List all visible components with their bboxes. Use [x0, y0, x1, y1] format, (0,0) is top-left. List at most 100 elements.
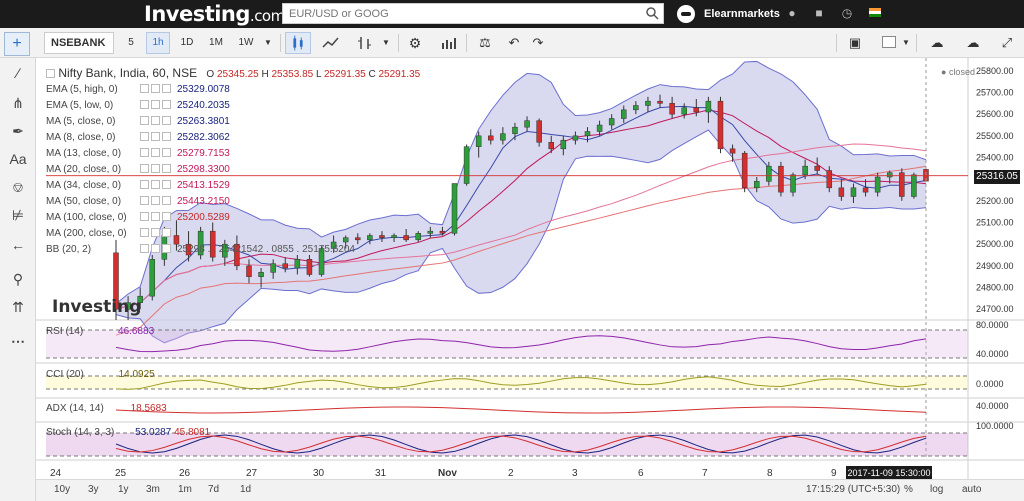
percent-toggle[interactable]: % [904, 484, 913, 495]
pattern-tool-icon[interactable]: ⎊ [12, 179, 24, 195]
interval-1d[interactable]: 1D [180, 37, 194, 48]
remove-icon[interactable] [162, 84, 171, 93]
remove-icon[interactable] [162, 244, 171, 253]
remove-icon[interactable] [162, 100, 171, 109]
remove-icon[interactable] [162, 132, 171, 141]
interval-dropdown-icon[interactable]: ▼ [264, 38, 272, 47]
indicator-legend-row[interactable]: EMA (5, high, 0) 25329.0078 [46, 84, 230, 95]
measure-tool-icon[interactable]: ⊭ [11, 207, 25, 223]
trendline-tool-icon[interactable]: ∕ [16, 65, 20, 81]
camera-icon[interactable]: ▣ [848, 35, 862, 50]
interval-1h[interactable]: 1h [146, 32, 170, 54]
settings-icon[interactable] [151, 116, 160, 125]
remove-icon[interactable] [162, 164, 171, 173]
candles-style-icon[interactable] [285, 32, 311, 54]
indicator-legend-row[interactable]: MA (200, close, 0) [46, 228, 177, 239]
indicator-legend-row[interactable]: MA (8, close, 0) 25282.3062 [46, 132, 230, 143]
symbol-input[interactable]: NSEBANK [44, 32, 114, 54]
visibility-toggle-icon[interactable] [140, 212, 149, 221]
indicator-legend-row[interactable]: EMA (5, low, 0) 25240.2035 [46, 100, 230, 111]
visibility-toggle-icon[interactable] [140, 228, 149, 237]
price-chart-svg[interactable]: 25800.00 25700.00 25600.00 25500.00 25400.00… [36, 58, 1024, 479]
adx-label: ADX (14, 14) 18.5683 [46, 403, 167, 414]
range-1m[interactable]: 1m [178, 484, 192, 495]
text-tool-icon[interactable]: Aa [9, 151, 27, 167]
indicators-icon[interactable] [436, 32, 462, 54]
interval-1w[interactable]: 1W [238, 37, 254, 48]
settings-icon[interactable] [151, 84, 160, 93]
settings-icon[interactable] [151, 164, 160, 173]
settings-icon[interactable] [151, 212, 160, 221]
visibility-toggle-icon[interactable] [140, 132, 149, 141]
swatch-dropdown-icon[interactable]: ▼ [902, 38, 910, 47]
indicator-legend-row[interactable]: MA (50, close, 0) 25443.2150 [46, 196, 230, 207]
avatar[interactable] [677, 5, 695, 23]
compare-scale-icon[interactable]: ⚖ [479, 35, 491, 50]
visibility-toggle-icon[interactable] [140, 244, 149, 253]
fullscreen-icon[interactable]: ⤢ [1001, 35, 1013, 50]
range-7d[interactable]: 7d [208, 484, 220, 495]
indicator-legend-row[interactable]: BB (20, 2) 25298 . . 25421542 . 0855 . 25… [46, 244, 355, 255]
interval-1m[interactable]: 1M [209, 37, 223, 48]
bell-icon[interactable]: ● [788, 6, 796, 20]
color-swatch-icon[interactable] [878, 32, 900, 54]
ruler-icon[interactable]: ⇈ [12, 299, 24, 315]
username-link[interactable]: Elearnmarkets [704, 8, 780, 20]
visibility-toggle-icon[interactable] [140, 196, 149, 205]
back-arrow-icon[interactable]: ← [11, 237, 25, 253]
settings-icon[interactable] [151, 180, 160, 189]
visibility-toggle-icon[interactable] [140, 84, 149, 93]
indicator-legend-row[interactable]: MA (20, close, 0) 25298.3300 [46, 164, 230, 175]
clock-icon[interactable]: ◷ [841, 6, 853, 20]
settings-icon[interactable] [151, 196, 160, 205]
area-style-icon[interactable] [318, 32, 344, 54]
range-3y[interactable]: 3y [88, 484, 99, 495]
visibility-toggle-icon[interactable] [140, 100, 149, 109]
remove-icon[interactable] [162, 212, 171, 221]
zoom-icon[interactable]: ⚲ [12, 271, 24, 287]
investing-logo[interactable]: Investing.com [144, 2, 285, 26]
range-1d[interactable]: 1d [240, 484, 252, 495]
fibonacci-tool-icon[interactable]: ⋔ [12, 95, 24, 111]
settings-icon[interactable] [151, 132, 160, 141]
visibility-toggle-icon[interactable] [140, 116, 149, 125]
cloud-upload-icon[interactable]: ☁ [966, 35, 980, 50]
more-tools-icon[interactable]: ⋯ [11, 333, 25, 349]
search-input[interactable] [283, 4, 633, 23]
settings-icon[interactable] [151, 228, 160, 237]
crosshair-tool-icon[interactable]: + [4, 32, 30, 56]
settings-icon[interactable] [151, 244, 160, 253]
range-10y[interactable]: 10y [54, 484, 71, 495]
indicator-legend-row[interactable]: MA (5, close, 0) 25263.3801 [46, 116, 230, 127]
range-3m[interactable]: 3m [146, 484, 160, 495]
briefcase-icon[interactable]: ■ [815, 6, 823, 20]
remove-icon[interactable] [162, 228, 171, 237]
settings-icon[interactable] [151, 100, 160, 109]
cloud-download-icon[interactable]: ☁ [930, 35, 944, 50]
visibility-toggle-icon[interactable] [140, 180, 149, 189]
remove-icon[interactable] [162, 148, 171, 157]
settings-icon[interactable] [151, 148, 160, 157]
visibility-toggle-icon[interactable] [140, 148, 149, 157]
indicator-legend-row[interactable]: MA (13, close, 0) 25279.7153 [46, 148, 230, 159]
remove-icon[interactable] [162, 196, 171, 205]
chart-area[interactable]: 25800.00 25700.00 25600.00 25500.00 25400.00… [36, 58, 1024, 501]
indicator-legend-row[interactable]: MA (100, close, 0) 25200.5289 [46, 212, 230, 223]
search-box[interactable] [282, 3, 664, 24]
log-toggle[interactable]: log [930, 484, 944, 495]
remove-icon[interactable] [162, 180, 171, 189]
remove-icon[interactable] [162, 116, 171, 125]
india-flag-icon[interactable] [869, 8, 881, 17]
bars-style-icon[interactable] [352, 32, 378, 54]
range-1y[interactable]: 1y [118, 484, 129, 495]
search-icon[interactable] [645, 6, 659, 20]
settings-gear-icon[interactable]: ⚙ [408, 35, 422, 51]
indicator-legend-row[interactable]: MA (34, close, 0) 25413.1529 [46, 180, 230, 191]
interval-5[interactable]: 5 [128, 37, 134, 48]
undo-icon[interactable]: ↶ [508, 35, 520, 50]
auto-toggle[interactable]: auto [962, 484, 982, 495]
visibility-toggle-icon[interactable] [140, 164, 149, 173]
style-dropdown-icon[interactable]: ▼ [382, 38, 390, 47]
redo-icon[interactable]: ↷ [532, 35, 544, 50]
brush-tool-icon[interactable]: ✒ [12, 123, 24, 139]
